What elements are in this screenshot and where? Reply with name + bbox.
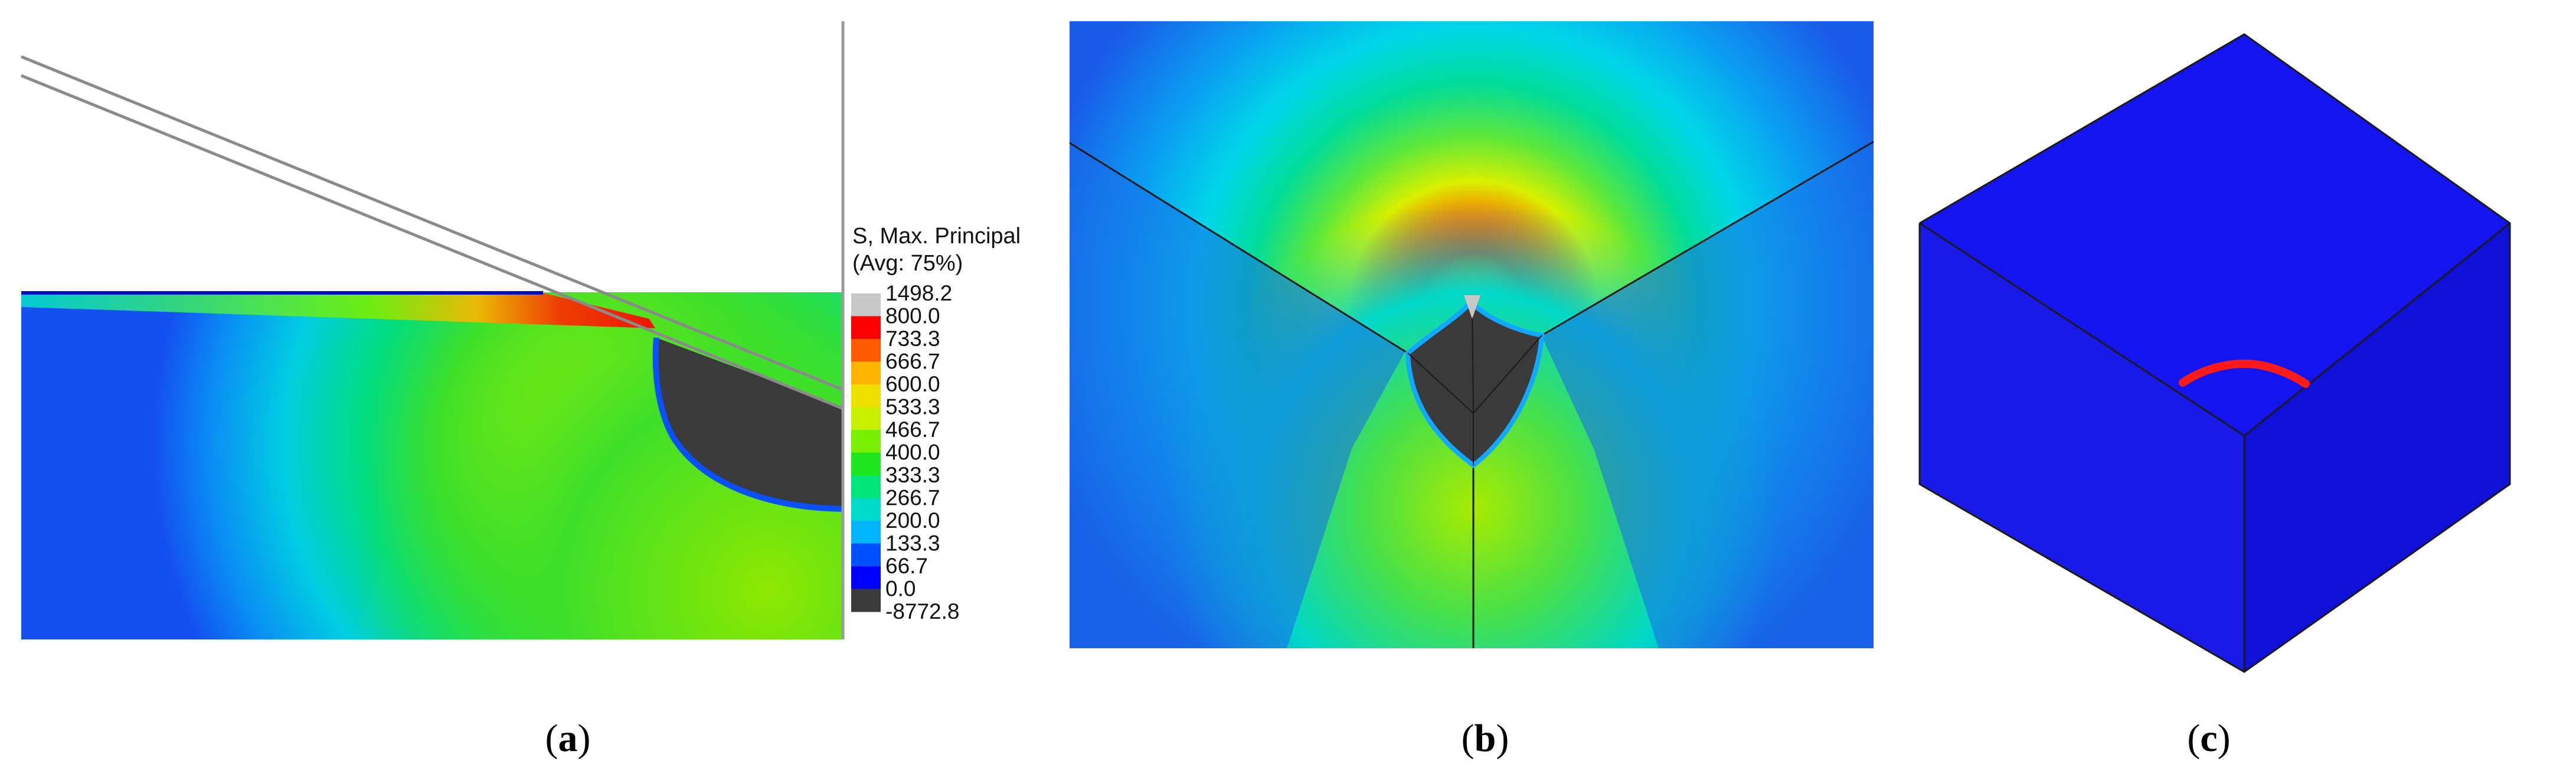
panel-b-cube-edge-left <box>1069 142 1408 354</box>
panel-a-caption: (a) <box>545 717 591 760</box>
panel-c-cube-top-face <box>1920 34 2510 436</box>
legend-band <box>851 430 881 453</box>
legend-tick-label: 333.3 <box>885 463 940 487</box>
panel-b-cube-edge-right <box>1541 141 1874 337</box>
legend-tick-label: 666.7 <box>885 350 940 374</box>
panel-c-cube-outline <box>1918 33 2511 673</box>
panel-a-stress-contour <box>21 21 845 639</box>
legend-tick-label: 733.3 <box>885 327 940 351</box>
panel-c-cube-edge-right <box>2244 222 2510 437</box>
legend-tick-label: -8772.8 <box>885 599 960 623</box>
legend-tick-label: 800.0 <box>885 304 940 328</box>
legend-tick-label: 466.7 <box>885 417 940 442</box>
panel-a-surface-strip <box>21 293 655 328</box>
legend-title: S, Max. Principal <box>852 224 1021 249</box>
legend-band <box>851 361 881 385</box>
legend-band <box>851 543 881 567</box>
legend-band <box>851 407 881 430</box>
legend-subtitle: (Avg: 75%) <box>852 251 963 276</box>
legend-color-bands <box>851 293 881 612</box>
legend-band <box>851 339 881 362</box>
legend-band <box>851 293 881 316</box>
panel-a-indenter-edge-upper <box>21 55 844 391</box>
legend-tick-label: 266.7 <box>885 486 940 510</box>
legend-band <box>851 452 881 476</box>
legend-band <box>851 589 881 612</box>
legend-tick-label: 600.0 <box>885 372 940 396</box>
panel-b-left-blue-zone <box>1070 143 1405 648</box>
panel-c-cube-right-face <box>2244 223 2510 672</box>
panel-a-indenter-edge-lower <box>21 74 844 410</box>
panel-c-cube-left-face <box>1920 223 2244 672</box>
legend-tick-label: 400.0 <box>885 440 940 465</box>
legend-tick-label: 66.7 <box>885 554 928 578</box>
legend-band <box>851 475 881 498</box>
panel-b-indent-ridges <box>1407 302 1542 465</box>
legend-tick-labels: 1498.2800.0733.3666.7600.0533.3466.7400.… <box>885 281 960 623</box>
panel-b-indent-outline <box>1405 299 1545 468</box>
legend-band <box>851 498 881 521</box>
stress-legend: S, Max. Principal (Avg: 75%) 1498.2800.0… <box>851 224 1021 623</box>
panel-a-contact-outline <box>652 337 844 512</box>
legend-tick-label: 133.3 <box>885 531 940 556</box>
legend-tick-label: 0.0 <box>885 577 916 601</box>
panel-c-cube-edge-left <box>1919 222 2245 437</box>
panel-c-caption: (c) <box>2187 717 2230 760</box>
legend-band <box>851 316 881 339</box>
legend-band <box>851 521 881 544</box>
legend-tick-label: 200.0 <box>885 508 940 533</box>
panel-b-right-blue-zone <box>1542 142 1874 648</box>
panel-c-crack-arc <box>2179 359 2310 388</box>
legend-band <box>851 566 881 589</box>
panel-c-cube-model <box>1918 33 2511 673</box>
panel-b-caption: (b) <box>1462 717 1509 760</box>
panel-b-stress-contour <box>1069 21 1874 648</box>
legend-tick-label: 1498.2 <box>885 281 952 305</box>
legend-tick-label: 533.3 <box>885 395 940 419</box>
legend-band <box>851 384 881 407</box>
panel-b-indent-tip <box>1464 295 1480 319</box>
